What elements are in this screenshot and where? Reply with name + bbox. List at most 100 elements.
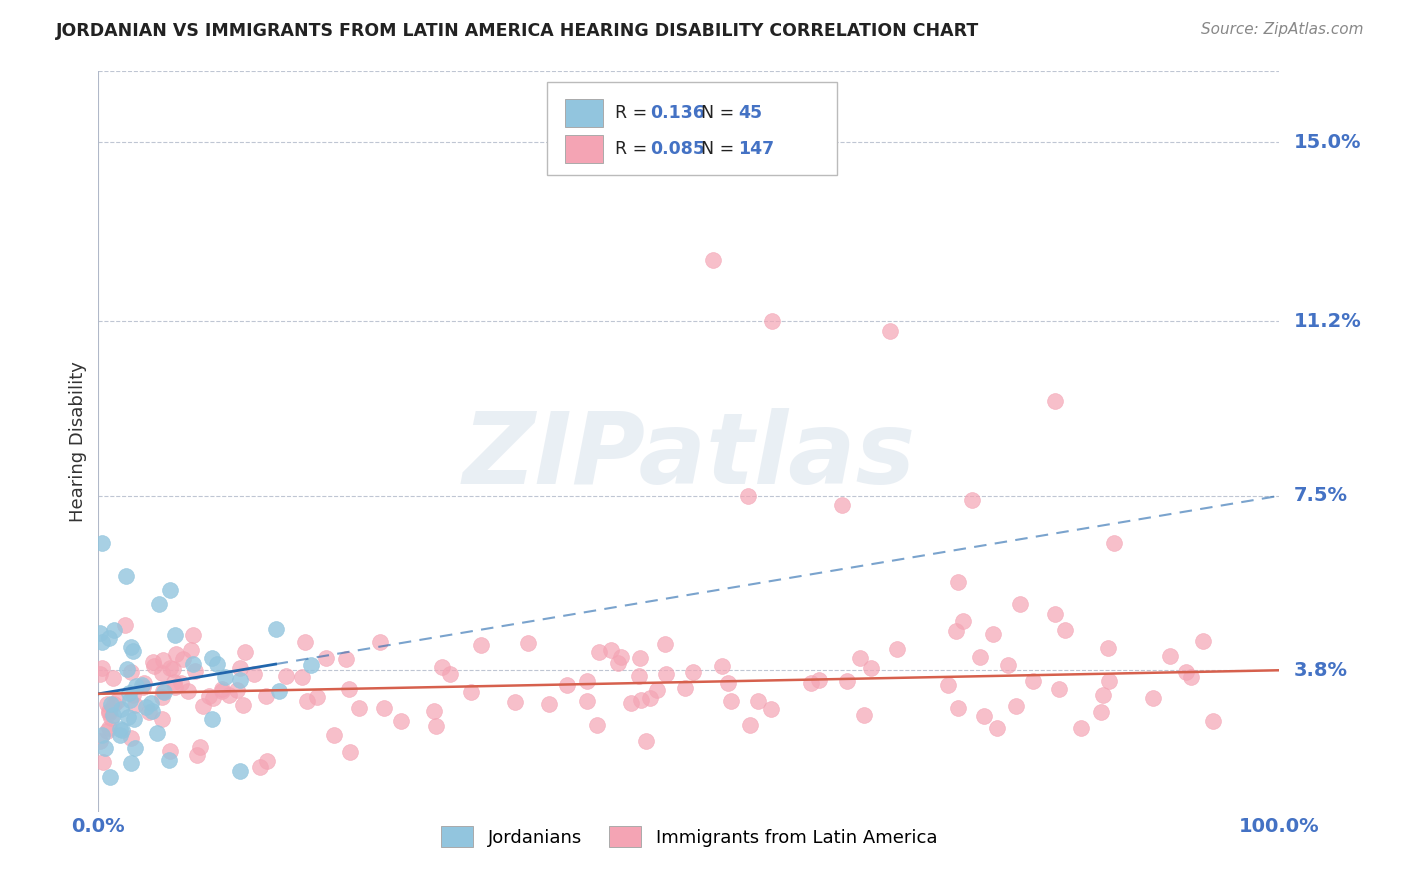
Point bbox=[1142, 690, 1164, 705]
Point bbox=[638, 691, 661, 706]
Point bbox=[146, 725, 169, 739]
Point bbox=[1097, 641, 1119, 656]
Text: JORDANIAN VS IMMIGRANTS FROM LATIN AMERICA HEARING DISABILITY CORRELATION CHART: JORDANIAN VS IMMIGRANTS FROM LATIN AMERI… bbox=[56, 22, 980, 40]
Point bbox=[630, 693, 652, 707]
Point bbox=[163, 675, 186, 690]
Point bbox=[702, 252, 724, 267]
Point bbox=[610, 649, 633, 664]
Point bbox=[682, 665, 704, 679]
Point bbox=[186, 747, 208, 762]
Point bbox=[159, 744, 181, 758]
Point bbox=[585, 718, 607, 732]
Point bbox=[575, 694, 598, 708]
Point bbox=[243, 667, 266, 681]
Point bbox=[368, 635, 391, 649]
Point bbox=[1043, 394, 1066, 409]
Point bbox=[159, 661, 181, 675]
Point bbox=[627, 669, 650, 683]
Point bbox=[831, 498, 853, 512]
Text: Source: ZipAtlas.com: Source: ZipAtlas.com bbox=[1201, 22, 1364, 37]
Point bbox=[138, 705, 160, 719]
Point bbox=[654, 637, 676, 651]
Point bbox=[229, 764, 252, 779]
Point bbox=[800, 675, 823, 690]
Point bbox=[98, 770, 121, 784]
Point bbox=[634, 734, 657, 748]
Point bbox=[98, 704, 121, 718]
Point bbox=[202, 690, 225, 705]
Point bbox=[295, 694, 318, 708]
Text: 45: 45 bbox=[738, 103, 762, 122]
Point bbox=[673, 681, 696, 696]
Point bbox=[180, 643, 202, 657]
Text: 11.2%: 11.2% bbox=[1294, 312, 1361, 331]
Point bbox=[849, 650, 872, 665]
Point bbox=[1047, 681, 1070, 696]
Point bbox=[139, 696, 162, 710]
Point bbox=[165, 627, 187, 641]
Point bbox=[94, 741, 117, 756]
Point bbox=[120, 731, 142, 745]
Point bbox=[347, 701, 370, 715]
Point bbox=[111, 723, 134, 737]
Point bbox=[211, 682, 233, 697]
Point bbox=[557, 678, 579, 692]
Point bbox=[188, 740, 211, 755]
Point bbox=[233, 645, 256, 659]
Point bbox=[96, 724, 118, 739]
Point bbox=[90, 661, 112, 675]
Point bbox=[89, 625, 111, 640]
Point bbox=[1008, 597, 1031, 611]
Point bbox=[1004, 698, 1026, 713]
Point bbox=[299, 658, 322, 673]
Point bbox=[647, 683, 669, 698]
Point bbox=[197, 689, 219, 703]
Point bbox=[100, 711, 122, 725]
Point bbox=[135, 700, 157, 714]
Point bbox=[997, 657, 1019, 672]
Point bbox=[879, 324, 901, 338]
Point bbox=[122, 643, 145, 657]
Point bbox=[852, 707, 875, 722]
Point bbox=[172, 651, 194, 665]
Point bbox=[619, 697, 641, 711]
Point bbox=[211, 683, 233, 698]
Point bbox=[952, 614, 974, 628]
Point bbox=[132, 680, 155, 694]
Point bbox=[110, 723, 132, 737]
Point bbox=[389, 714, 412, 728]
Point bbox=[90, 634, 112, 648]
Point bbox=[423, 704, 446, 718]
Text: 3.8%: 3.8% bbox=[1294, 661, 1347, 680]
Point bbox=[110, 702, 132, 716]
Y-axis label: Hearing Disability: Hearing Disability bbox=[69, 361, 87, 522]
Point bbox=[152, 683, 174, 698]
Bar bbox=[565, 135, 603, 163]
Point bbox=[201, 712, 224, 726]
Point bbox=[516, 636, 538, 650]
Point bbox=[118, 686, 141, 700]
Point bbox=[1098, 673, 1121, 688]
Point bbox=[141, 704, 163, 718]
Point bbox=[170, 675, 193, 690]
Point bbox=[153, 685, 176, 699]
Point bbox=[100, 698, 122, 712]
Point bbox=[588, 645, 610, 659]
Point bbox=[141, 655, 163, 669]
Point bbox=[122, 712, 145, 726]
Point bbox=[249, 760, 271, 774]
Text: N =: N = bbox=[700, 140, 740, 158]
Point bbox=[125, 679, 148, 693]
Point bbox=[1090, 705, 1112, 719]
Point bbox=[150, 712, 173, 726]
Point bbox=[981, 626, 1004, 640]
Point bbox=[599, 642, 621, 657]
Point bbox=[936, 678, 959, 692]
Point bbox=[962, 493, 984, 508]
Point bbox=[98, 721, 121, 735]
Point bbox=[91, 728, 114, 742]
Point bbox=[218, 688, 240, 702]
Point bbox=[103, 697, 125, 711]
Point bbox=[315, 651, 337, 665]
Point bbox=[294, 634, 316, 648]
